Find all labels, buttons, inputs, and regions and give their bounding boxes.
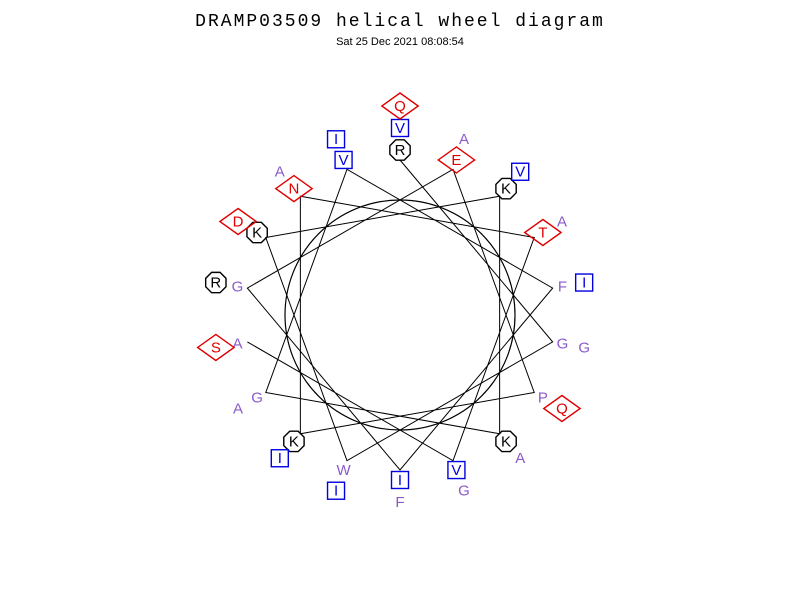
residue-label: W	[336, 462, 351, 479]
residue-label: S	[211, 339, 221, 356]
residue-label: G	[578, 339, 590, 356]
residue-label: Q	[394, 98, 406, 115]
residue-label: R	[395, 142, 406, 159]
residue-label: N	[289, 181, 300, 198]
residue-label: G	[251, 389, 263, 406]
residue-label: T	[538, 224, 547, 241]
residue-label: F	[558, 278, 567, 295]
residue-label: R	[210, 274, 221, 291]
residue-label: I	[334, 131, 338, 148]
residue-label: G	[458, 483, 470, 500]
residue-label: A	[459, 131, 469, 148]
residue-label: K	[289, 433, 299, 450]
residue-label: K	[252, 224, 262, 241]
residue-label: A	[233, 336, 243, 353]
residue-label: K	[501, 433, 511, 450]
residue-label: A	[557, 213, 567, 230]
residue-label: V	[515, 164, 525, 181]
residue-label: I	[582, 274, 586, 291]
residue-label: V	[339, 152, 349, 169]
helical-wheel-svg: RGWKKKGVFIGEPKNTVAVGIDVAAIIFRAQIAAGSQ	[0, 0, 800, 600]
residue-label: I	[398, 472, 402, 489]
residue-label: I	[278, 450, 282, 467]
residue-label: I	[334, 483, 338, 500]
residue-label: G	[232, 278, 244, 295]
residue-label: A	[515, 450, 525, 467]
residue-label: F	[395, 494, 404, 511]
residue-label: Q	[556, 400, 568, 417]
residue-label: K	[501, 181, 511, 198]
residue-label: A	[275, 164, 285, 181]
residue-label: V	[395, 120, 405, 137]
residue-label: A	[233, 400, 243, 417]
residue-label: V	[451, 462, 461, 479]
residue-label: P	[538, 389, 548, 406]
residue-label: G	[557, 336, 569, 353]
residue-label: E	[451, 152, 461, 169]
residue-label: D	[233, 213, 244, 230]
